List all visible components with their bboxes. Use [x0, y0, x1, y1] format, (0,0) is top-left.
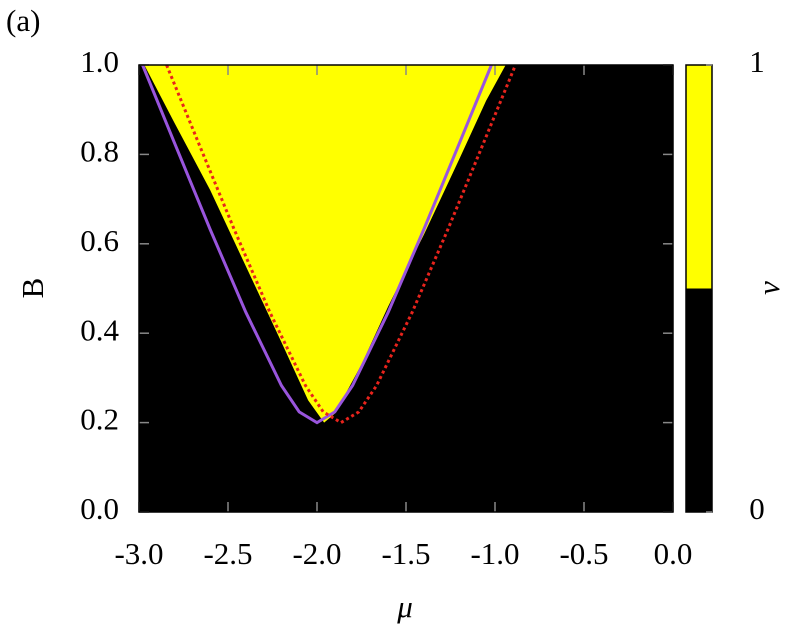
y-tick-label: 0.4	[80, 312, 119, 347]
x-tick-label: -2.5	[203, 536, 252, 571]
x-tick-label: -1.0	[470, 536, 519, 571]
x-axis-label: μ	[396, 589, 413, 624]
y-tick-label: 1.0	[80, 44, 119, 79]
boundary-curve	[165, 64, 517, 425]
phase-region	[144, 65, 506, 423]
y-axis-label: B	[15, 278, 50, 299]
colorbar-frame	[685, 64, 713, 513]
boundary-curve	[141, 64, 493, 425]
x-tick-label: -0.5	[559, 536, 608, 571]
colorbar-label: ν	[751, 281, 786, 295]
plot-frame	[138, 64, 674, 513]
x-tick-label: -3.0	[114, 536, 163, 571]
y-tick-label: 0.2	[80, 402, 119, 437]
colorbar-tick-label: 0	[749, 491, 765, 526]
x-tick-label: -2.0	[292, 536, 341, 571]
colorbar-tick-label: 1	[749, 44, 765, 79]
colorbar-cell	[686, 65, 712, 289]
x-tick-label: -1.5	[381, 536, 430, 571]
panel-label: (a)	[6, 3, 40, 38]
y-tick-label: 0.8	[80, 134, 119, 169]
y-tick-label: 0.0	[80, 491, 119, 526]
x-tick-label: 0.0	[654, 536, 693, 571]
y-tick-label: 0.6	[80, 223, 119, 258]
colorbar-cell	[686, 288, 712, 512]
